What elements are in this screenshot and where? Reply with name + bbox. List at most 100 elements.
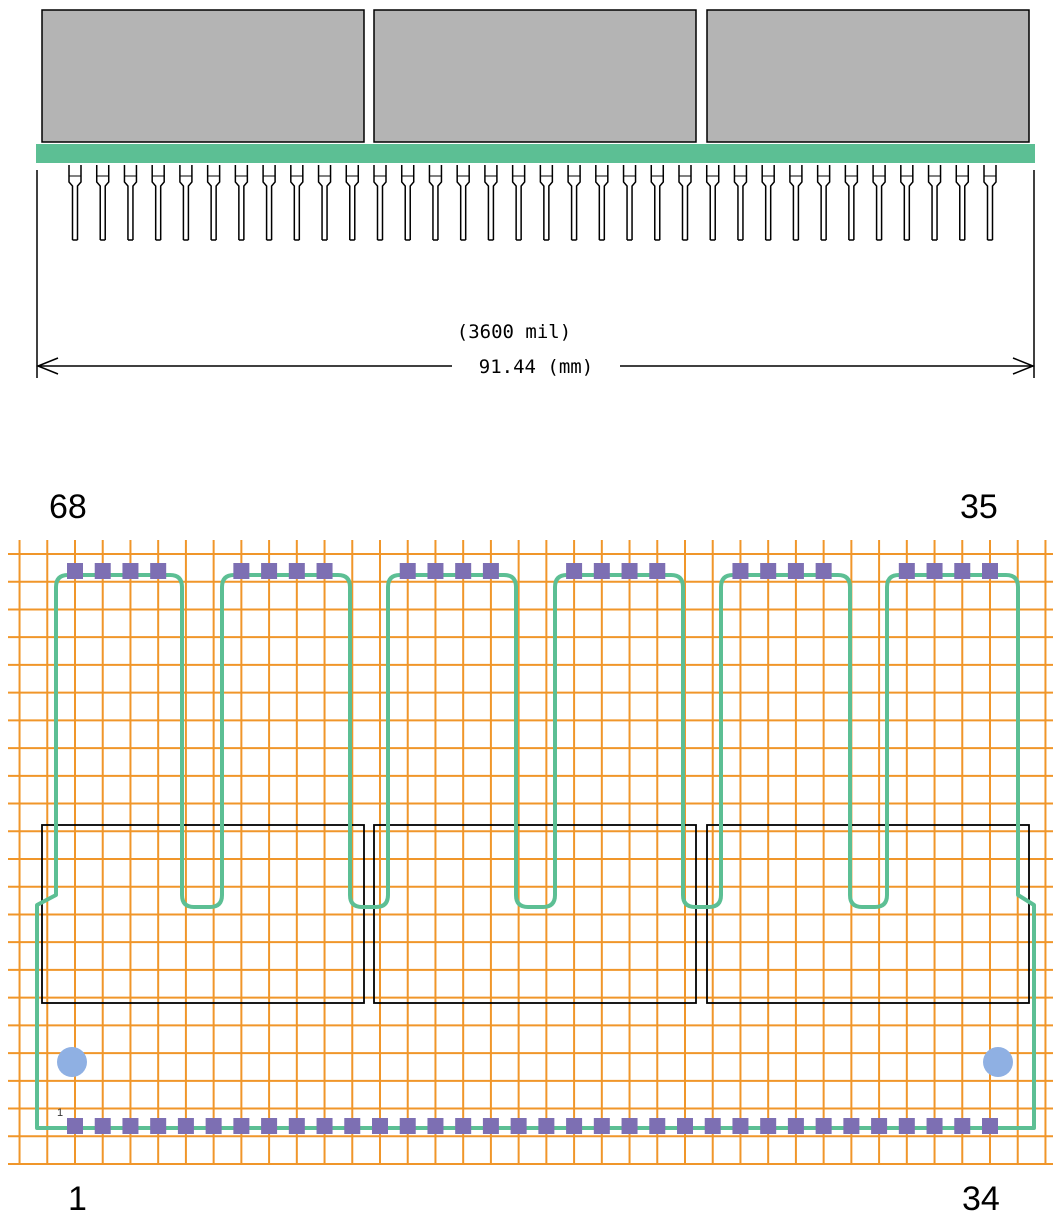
pad-top (815, 563, 832, 579)
lead (983, 165, 997, 241)
lead (955, 165, 970, 241)
lead (900, 165, 914, 241)
pad-bottom-23 (677, 1118, 693, 1134)
pad-bottom-25 (732, 1118, 749, 1134)
pad-bottom-9 (288, 1118, 305, 1134)
pad-bottom-13 (399, 1118, 416, 1134)
side-view: (3600 mil) 91.44 (mm) (35, 9, 1036, 378)
pad-bottom-28 (815, 1118, 832, 1134)
lead (844, 165, 859, 241)
lead (484, 165, 498, 241)
lead (789, 165, 803, 241)
arrow-left-icon (35, 357, 59, 375)
lead (650, 165, 665, 241)
pad-top (288, 563, 305, 579)
lead (761, 165, 775, 241)
pad-bottom-14 (427, 1118, 444, 1134)
lead (206, 165, 221, 241)
pad-top (233, 563, 250, 579)
pad-bottom-15 (455, 1118, 472, 1134)
pad-top (261, 563, 278, 579)
lead (345, 165, 360, 241)
pad-top (150, 563, 167, 579)
pad-top (67, 563, 83, 579)
lead (262, 165, 276, 241)
footprint-view: 68 35 1 34 1 (8, 488, 1053, 1214)
pad-bottom-3 (122, 1118, 139, 1134)
pad-top (621, 563, 638, 579)
lead (567, 165, 581, 241)
pad-bottom-19 (566, 1118, 583, 1134)
lead (123, 165, 138, 241)
pad-top (316, 563, 333, 579)
pad-top (427, 563, 444, 579)
body-outline-3 (706, 824, 1030, 1004)
pad-bottom-8 (261, 1118, 278, 1134)
board-edge (36, 144, 1035, 163)
dimension-mil: (3600 mil) (457, 321, 571, 343)
pad-bottom-20 (593, 1118, 610, 1134)
pad-top (760, 563, 777, 579)
pad-top (593, 563, 610, 579)
mounting-hole-1 (57, 1047, 87, 1077)
pad-bottom-18 (538, 1118, 555, 1134)
pad-top (399, 563, 416, 579)
pad-bottom-16 (482, 1118, 499, 1134)
lead (595, 165, 609, 241)
pin1-marker: 1 (57, 1107, 63, 1119)
pad-top (122, 563, 139, 579)
body-outlines (41, 824, 1030, 1004)
pad-top (482, 563, 499, 579)
pad-top (898, 563, 915, 579)
lead (151, 165, 165, 241)
pin-label-top-right: 35 (960, 488, 998, 526)
pad-bottom-22 (649, 1118, 666, 1134)
connector-bodies (41, 9, 1030, 143)
pad-bottom-12 (372, 1118, 388, 1134)
pad-top (566, 563, 583, 579)
pad-bottom-1 (67, 1118, 83, 1134)
lead (290, 165, 304, 241)
pad-bottom-26 (760, 1118, 777, 1134)
pad-bottom-27 (787, 1118, 804, 1134)
arrow-right-icon (1012, 357, 1036, 375)
lead (927, 165, 942, 241)
grid (8, 540, 1053, 1165)
lead (816, 165, 831, 241)
pin-label-top-left: 68 (49, 488, 87, 526)
pad-top (732, 563, 749, 579)
pad-bottom-2 (94, 1118, 111, 1134)
lead (428, 165, 443, 241)
lead (179, 165, 193, 241)
pad-bottom-24 (704, 1118, 721, 1134)
pad-top (926, 563, 943, 579)
pad-top (649, 563, 666, 579)
lead (373, 165, 387, 241)
lead (95, 165, 110, 241)
pad-bottom-29 (843, 1118, 860, 1134)
pad-bottom-31 (898, 1118, 915, 1134)
lead (705, 165, 720, 241)
pad-top (954, 563, 971, 579)
connector-body-3 (706, 9, 1030, 143)
pad-bottom-11 (344, 1118, 361, 1134)
body-outline-1 (41, 824, 365, 1004)
pad-bottom-30 (871, 1118, 888, 1134)
body-outline-2 (373, 824, 697, 1004)
connector-body-1 (41, 9, 365, 143)
lead (511, 165, 526, 241)
pad-bottom-6 (205, 1118, 222, 1134)
lead (68, 165, 82, 241)
lead (539, 165, 554, 241)
lead (622, 165, 637, 241)
pad-bottom-32 (926, 1118, 943, 1134)
lead (456, 165, 470, 241)
lead (400, 165, 415, 241)
pad-bottom-17 (510, 1118, 527, 1134)
lead (678, 165, 692, 241)
lead (234, 165, 249, 241)
lead (872, 165, 886, 241)
pad-bottom-34 (982, 1118, 998, 1134)
lead (733, 165, 748, 241)
